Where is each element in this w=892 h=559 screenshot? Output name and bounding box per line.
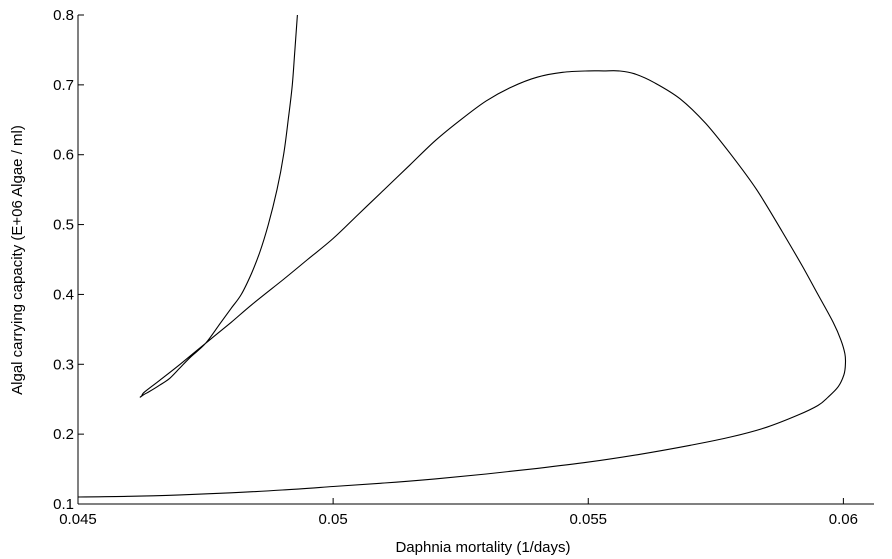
x-tick-label: 0.045 xyxy=(59,511,97,528)
series-line xyxy=(77,14,847,498)
y-axis-label: Algal carrying capacity (E+06 Algae / ml… xyxy=(9,125,26,395)
y-tick-label: 0.1 xyxy=(53,496,74,513)
y-tick-label: 0.5 xyxy=(53,217,74,234)
y-tick-label: 0.8 xyxy=(53,7,74,24)
y-tick-label: 0.3 xyxy=(53,356,74,373)
y-tick-label: 0.2 xyxy=(53,426,74,443)
y-tick-label: 0.4 xyxy=(53,286,74,303)
x-tick-label: 0.06 xyxy=(829,511,858,528)
y-tick-label: 0.7 xyxy=(53,77,74,94)
x-tick-label: 0.05 xyxy=(319,511,348,528)
y-tick-label: 0.6 xyxy=(53,147,74,164)
x-axis-label: Daphnia mortality (1/days) xyxy=(395,539,570,556)
x-tick-label: 0.055 xyxy=(569,511,607,528)
